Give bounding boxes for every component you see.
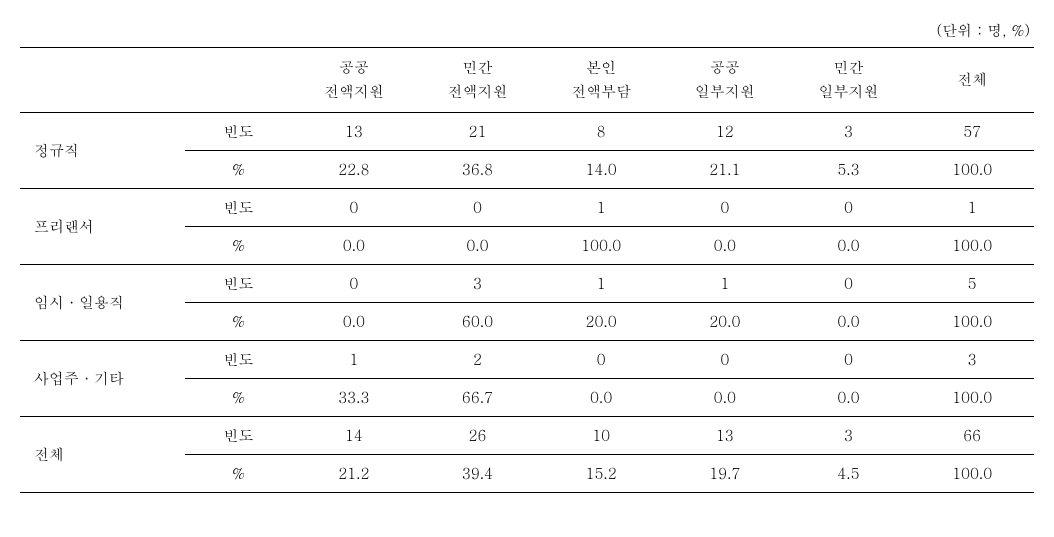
cell-freq: 0	[663, 189, 787, 227]
data-table: 공공 전액지원 민간 전액지원 본인 전액부담 공공 일부지원 민간 일부지	[20, 47, 1034, 493]
unit-label: (단위 : 명, %)	[20, 20, 1034, 41]
header-col-3-line1: 공공	[710, 57, 740, 78]
cell-pct: 100.0	[910, 227, 1034, 265]
cell-freq: 0	[292, 189, 416, 227]
cell-freq: 0	[663, 341, 787, 379]
header-total: 전체	[910, 48, 1034, 113]
header-col-4-line1: 민간	[833, 57, 863, 78]
cell-pct: 0.0	[416, 227, 540, 265]
cell-pct: 21.2	[292, 455, 416, 493]
cell-freq: 3	[416, 265, 540, 303]
cell-freq: 26	[416, 417, 540, 455]
cell-freq: 5	[910, 265, 1034, 303]
cell-freq: 12	[663, 113, 787, 151]
cell-freq: 0	[787, 265, 911, 303]
metric-freq-label: 빈도	[185, 265, 292, 303]
cell-pct: 100.0	[910, 151, 1034, 189]
metric-pct-label: %	[185, 455, 292, 493]
header-col-1-line1: 민간	[462, 57, 492, 78]
cell-freq: 2	[416, 341, 540, 379]
cell-pct: 19.7	[663, 455, 787, 493]
cell-pct: 0.0	[787, 379, 911, 417]
cell-pct: 100.0	[910, 379, 1034, 417]
cell-freq: 10	[539, 417, 663, 455]
header-col-1-line2: 전액지원	[447, 81, 507, 102]
cell-pct: 20.0	[663, 303, 787, 341]
metric-freq-label: 빈도	[185, 113, 292, 151]
cell-freq: 1	[292, 341, 416, 379]
header-col-2: 본인 전액부담	[539, 48, 663, 113]
metric-freq-label: 빈도	[185, 417, 292, 455]
cell-freq: 13	[663, 417, 787, 455]
cell-pct: 0.0	[292, 227, 416, 265]
cell-freq: 0	[292, 265, 416, 303]
cell-freq: 57	[910, 113, 1034, 151]
cell-pct: 0.0	[787, 303, 911, 341]
cell-pct: 0.0	[787, 227, 911, 265]
cell-pct: 0.0	[663, 379, 787, 417]
header-empty-1	[20, 48, 185, 113]
cell-pct: 0.0	[663, 227, 787, 265]
header-col-0: 공공 전액지원	[292, 48, 416, 113]
header-col-0-line1: 공공	[339, 57, 369, 78]
cell-freq: 3	[787, 113, 911, 151]
group-label: 프리랜서	[20, 189, 185, 265]
header-col-0-line2: 전액지원	[324, 81, 384, 102]
header-col-2-line1: 본인	[586, 57, 616, 78]
cell-freq: 1	[539, 265, 663, 303]
cell-pct: 20.0	[539, 303, 663, 341]
cell-freq: 66	[910, 417, 1034, 455]
cell-pct: 100.0	[539, 227, 663, 265]
cell-freq: 1	[910, 189, 1034, 227]
cell-freq: 3	[910, 341, 1034, 379]
cell-pct: 4.5	[787, 455, 911, 493]
cell-pct: 21.1	[663, 151, 787, 189]
cell-pct: 100.0	[910, 455, 1034, 493]
cell-freq: 3	[787, 417, 911, 455]
cell-pct: 33.3	[292, 379, 416, 417]
cell-pct: 60.0	[416, 303, 540, 341]
header-col-3-line2: 일부지원	[695, 81, 755, 102]
cell-pct: 100.0	[910, 303, 1034, 341]
metric-pct-label: %	[185, 303, 292, 341]
metric-pct-label: %	[185, 227, 292, 265]
header-col-3: 공공 일부지원	[663, 48, 787, 113]
cell-pct: 22.8	[292, 151, 416, 189]
metric-freq-label: 빈도	[185, 189, 292, 227]
cell-freq: 8	[539, 113, 663, 151]
header-col-4-line2: 일부지원	[818, 81, 878, 102]
header-col-4: 민간 일부지원	[787, 48, 911, 113]
group-label: 사업주 · 기타	[20, 341, 185, 417]
cell-freq: 0	[539, 341, 663, 379]
cell-pct: 0.0	[539, 379, 663, 417]
cell-pct: 36.8	[416, 151, 540, 189]
cell-pct: 39.4	[416, 455, 540, 493]
header-col-1: 민간 전액지원	[416, 48, 540, 113]
cell-pct: 66.7	[416, 379, 540, 417]
group-label: 임시 · 일용직	[20, 265, 185, 341]
cell-pct: 0.0	[292, 303, 416, 341]
cell-pct: 15.2	[539, 455, 663, 493]
cell-freq: 13	[292, 113, 416, 151]
metric-freq-label: 빈도	[185, 341, 292, 379]
cell-pct: 5.3	[787, 151, 911, 189]
cell-freq: 21	[416, 113, 540, 151]
cell-freq: 1	[539, 189, 663, 227]
group-label: 정규직	[20, 113, 185, 189]
metric-pct-label: %	[185, 379, 292, 417]
cell-freq: 0	[787, 189, 911, 227]
metric-pct-label: %	[185, 151, 292, 189]
cell-freq: 14	[292, 417, 416, 455]
header-empty-2	[185, 48, 292, 113]
header-col-2-line2: 전액부담	[571, 81, 631, 102]
group-label: 전체	[20, 417, 185, 493]
cell-freq: 1	[663, 265, 787, 303]
cell-freq: 0	[787, 341, 911, 379]
cell-pct: 14.0	[539, 151, 663, 189]
cell-freq: 0	[416, 189, 540, 227]
